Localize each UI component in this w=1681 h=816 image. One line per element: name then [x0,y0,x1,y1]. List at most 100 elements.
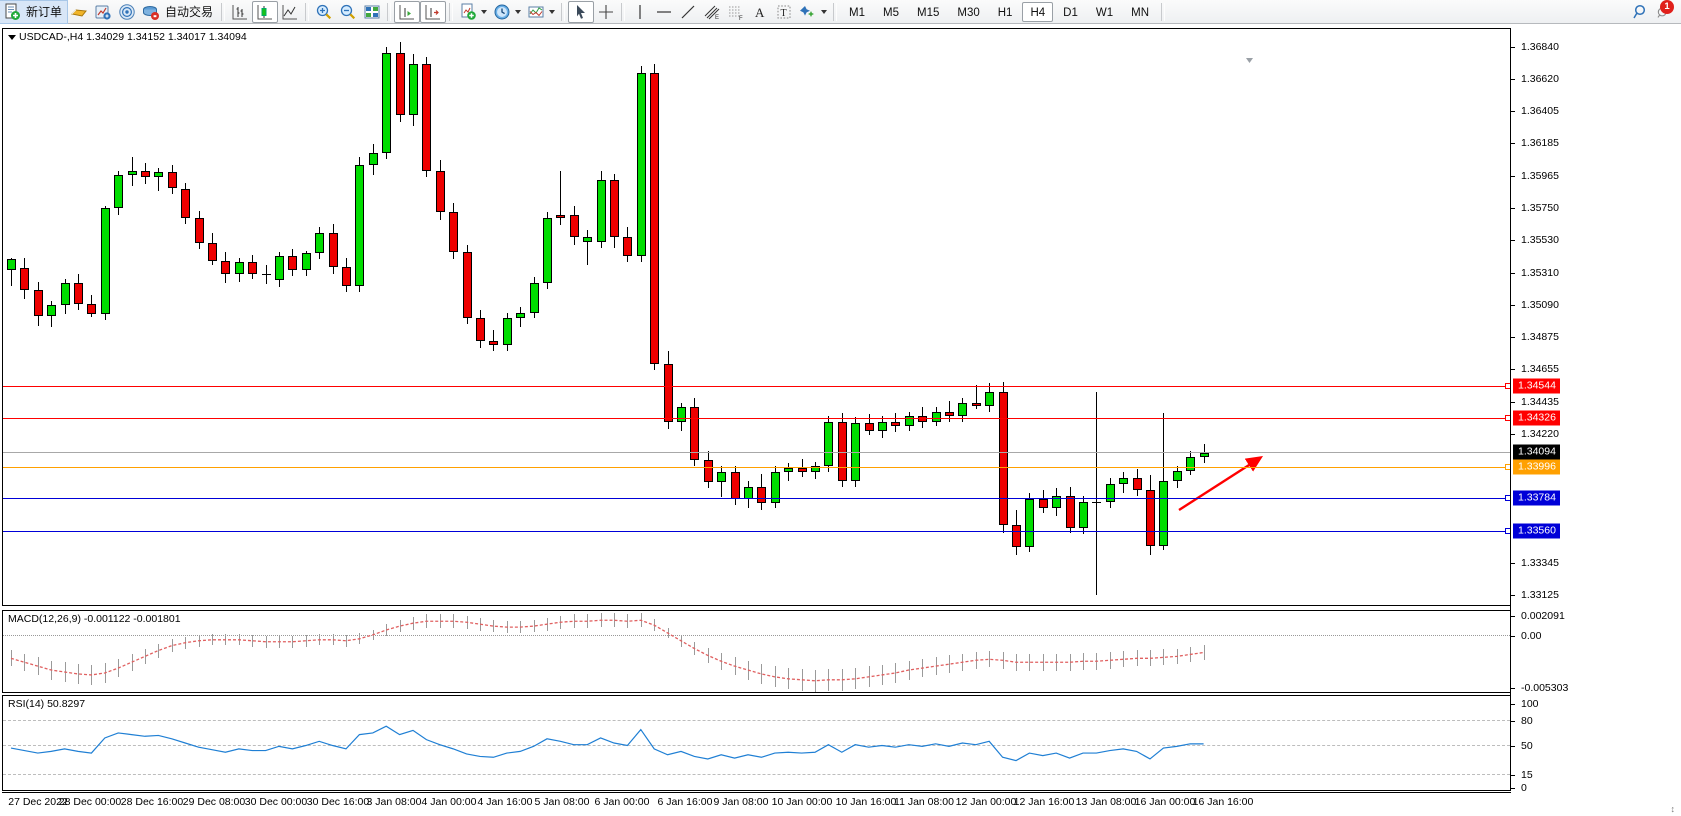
timeframe-h4[interactable]: H4 [1022,1,1054,22]
time-label: 4 Jan 00:00 [421,796,477,808]
horizontal-line-button[interactable] [652,1,676,23]
signals-button[interactable] [115,1,139,23]
price-tag-support[interactable]: 1.33784 [1513,490,1560,506]
line-chart-button[interactable] [278,1,302,23]
zoom-out-icon [340,4,356,19]
level-line-resistance[interactable] [3,418,1510,420]
time-label: 3 Jan 08:00 [366,796,422,808]
macd-histogram-bar [37,657,39,676]
price-tick: 1.36405 [1511,105,1559,117]
timeframe-w1[interactable]: W1 [1095,6,1114,19]
macd-histogram-bar [171,639,173,653]
price-tag-support[interactable]: 1.33560 [1513,523,1560,539]
macd-scale[interactable]: 0.002091 0.00 -0.005303 [1511,610,1681,694]
level-line-support[interactable] [3,498,1510,500]
gold-bar-button[interactable] [67,1,91,23]
chart-title: USDCAD-,H4 1.34029 1.34152 1.34017 1.340… [8,31,247,43]
level-line-resistance[interactable] [3,385,1510,387]
toolbar-separator [387,2,392,21]
period-button[interactable] [490,1,524,23]
macd-pane[interactable]: MACD(12,26,9) -0.001122 -0.001801 [2,610,1511,693]
trendline-button[interactable] [676,1,700,23]
timeframe-m15[interactable]: M15 [917,6,940,19]
macd-histogram-bar [989,651,991,668]
chevron-down-icon[interactable] [821,9,828,14]
level-line-bid[interactable] [3,466,1510,468]
level-handle-bid[interactable] [1505,463,1510,470]
auto-scroll-button[interactable] [420,0,447,23]
macd-histogram-bar [252,635,254,647]
price-plot-area[interactable] [3,29,1510,605]
crosshair-button[interactable] [594,1,618,23]
auto-trading-button[interactable]: 自动交易 [139,1,218,23]
price-tag-bid[interactable]: 1.33996 [1513,459,1560,475]
level-handle-resistance[interactable] [1505,382,1510,389]
timeframe-d1[interactable]: D1 [1063,6,1078,19]
macd-histogram-bar [265,635,267,648]
level-handle-support[interactable] [1505,528,1510,535]
price-tag-resistance[interactable]: 1.34544 [1513,378,1560,394]
level-handle-resistance[interactable] [1505,415,1510,422]
shapes-button[interactable] [796,1,830,23]
rsi-pane[interactable]: RSI(14) 50.8297 [2,695,1511,791]
new-chart-icon [461,3,476,20]
chevron-down-icon[interactable] [549,9,556,14]
text-label-button[interactable]: A [748,1,772,23]
text-label-icon: A [755,5,765,20]
level-line-support[interactable] [3,531,1510,533]
chevron-down-icon[interactable] [515,9,522,14]
candlestick-chart-button[interactable] [252,0,279,23]
svg-text:A: A [755,5,765,20]
indicators-button[interactable] [524,1,558,23]
text-icon: T [777,5,791,19]
new-chart-button[interactable] [456,1,490,23]
toolbar-separator [221,2,226,21]
timeframe-h1[interactable]: H1 [997,6,1013,19]
crosshair-icon [599,4,614,19]
rsi-line [10,725,1204,762]
text-button[interactable]: T [772,1,796,23]
price-tick: 1.35310 [1511,267,1559,279]
collapse-triangle-icon[interactable] [8,34,16,40]
equidistant-channel-button[interactable]: E [700,1,724,23]
fibonacci-button[interactable]: F [724,1,748,23]
notifications-button[interactable]: 1 [1653,0,1674,22]
price-tag-resistance[interactable]: 1.34326 [1513,410,1560,426]
price-scale[interactable]: 1.36840 1.36620 1.36405 1.36185 1.35965 1.357… [1511,28,1681,606]
price-pane[interactable]: USDCAD-,H4 1.34029 1.34152 1.34017 1.340… [2,28,1511,606]
time-label: 12 Jan 16:00 [1013,796,1075,808]
chart-window[interactable]: USDCAD-,H4 1.34029 1.34152 1.34017 1.340… [0,24,1681,816]
macd-histogram-bar [453,614,455,628]
rsi-plot-area[interactable] [3,696,1510,790]
time-axis[interactable]: 27 Dec 2022 28 Dec 00:00 28 Dec 16:00 29 De… [2,792,1511,814]
timeframe-m5[interactable]: M5 [883,6,899,19]
new-order-button[interactable]: 新订单 [0,0,69,24]
rsi-scale[interactable]: 100 80 50 15 0 [1511,695,1681,794]
bar-chart-button[interactable] [228,1,252,23]
svg-text:E: E [715,15,719,21]
zoom-out-button[interactable] [336,1,360,23]
cursor-button[interactable] [568,0,595,23]
chevron-down-icon[interactable] [481,9,488,14]
tile-windows-button[interactable] [360,1,384,23]
level-handle-support[interactable] [1505,495,1510,502]
chart-shift-button[interactable] [394,0,421,23]
macd-plot-area[interactable] [3,611,1510,692]
macd-histogram-bar [292,635,294,648]
timeframe-m1[interactable]: M1 [849,6,866,19]
zoom-in-button[interactable] [312,1,336,23]
terminal-button[interactable] [91,1,115,23]
timeframe-mn[interactable]: MN [1131,6,1149,19]
macd-histogram-bar [24,653,26,671]
price-tag-last-price[interactable]: 1.34094 [1513,444,1560,460]
macd-histogram-bar [587,614,589,628]
macd-histogram-bar [305,635,307,647]
vertical-line-button[interactable] [628,1,652,23]
macd-histogram-bar [573,614,575,628]
search-button[interactable] [1629,1,1653,23]
macd-signal-line [10,619,1204,682]
scroll-indicator: ↕ [1670,804,1676,814]
timeframe-m30[interactable]: M30 [957,6,980,19]
indicators-icon [528,6,544,17]
price-tick: 1.35090 [1511,299,1559,311]
